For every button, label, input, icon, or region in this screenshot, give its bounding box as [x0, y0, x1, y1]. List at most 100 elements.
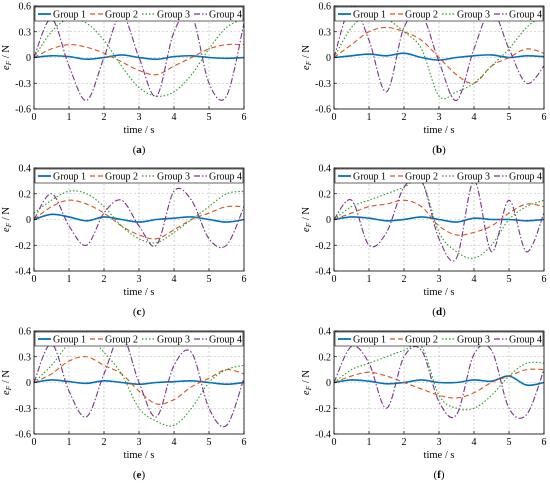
legend-label-group-1: Group 1 [53, 335, 86, 346]
y-tick-label: 0.4 [319, 327, 332, 338]
legend-label-group-4: Group 4 [209, 172, 242, 183]
y-tick-label: 0.2 [319, 352, 332, 363]
legend-label-group-1: Group 1 [353, 335, 386, 346]
series-line-group-4 [34, 187, 244, 249]
x-tick-label: 1 [367, 112, 372, 123]
x-axis-label: time / s [124, 125, 155, 136]
y-tick-label: 0 [326, 215, 331, 226]
legend-label-group-3: Group 3 [457, 172, 490, 183]
series-line-group-4 [334, 6, 544, 101]
legend-label-group-1: Group 1 [353, 10, 386, 21]
y-tick-label: 0.2 [319, 189, 332, 200]
y-axis-label: eF / N [1, 370, 13, 395]
y-tick-label: 0.6 [19, 327, 32, 338]
series-group [34, 187, 244, 249]
legend-label-group-2: Group 2 [405, 335, 438, 346]
legend: Group 1 Group 2 Group 3 Group 4 [334, 168, 544, 184]
y-axis-label: eF / N [301, 207, 313, 232]
series-line-group-2 [34, 356, 244, 405]
y-tick-label: 0.4 [19, 164, 32, 175]
legend-label-group-4: Group 4 [209, 10, 242, 21]
x-axis-label: time / s [124, 450, 155, 461]
x-tick-label: 6 [542, 437, 547, 448]
y-tick-label: -0.3 [15, 79, 31, 90]
legend-label-group-3: Group 3 [157, 10, 190, 21]
legend-label-group-2: Group 2 [105, 335, 138, 346]
legend-label-group-3: Group 3 [157, 172, 190, 183]
x-tick-label: 3 [137, 437, 142, 448]
panel-caption: (b) [432, 144, 446, 156]
x-tick-label: 5 [207, 274, 212, 285]
series-line-group-4 [34, 334, 244, 428]
x-tick-label: 3 [137, 274, 142, 285]
x-tick-label: 3 [437, 112, 442, 123]
legend-label-group-3: Group 3 [457, 335, 490, 346]
x-tick-label: 0 [32, 437, 37, 448]
y-tick-label: -0.6 [15, 105, 31, 116]
legend-label-group-2: Group 2 [405, 10, 438, 21]
y-axis-label: eF / N [1, 207, 13, 232]
x-tick-label: 4 [472, 437, 477, 448]
x-tick-label: 3 [137, 112, 142, 123]
x-tick-label: 6 [242, 112, 247, 123]
legend-label-group-3: Group 3 [157, 335, 190, 346]
x-tick-label: 4 [172, 274, 177, 285]
series-line-group-3 [334, 177, 544, 259]
legend: Group 1 Group 2 Group 3 Group 4 [34, 168, 244, 184]
series-line-group-3 [34, 190, 244, 244]
legend-box [34, 168, 244, 184]
y-axis-label: eF / N [301, 45, 313, 70]
series-group [34, 11, 244, 101]
x-tick-label: 2 [402, 112, 407, 123]
y-tick-label: -0.6 [315, 105, 331, 116]
series-group [334, 343, 544, 419]
x-tick-label: 1 [67, 274, 72, 285]
y-tick-label: -0.2 [315, 404, 331, 415]
legend-box [334, 6, 544, 22]
series-group [34, 334, 244, 428]
legend-label-group-3: Group 3 [457, 10, 490, 21]
x-tick-label: 6 [542, 112, 547, 123]
y-tick-label: 0 [26, 53, 31, 64]
x-tick-label: 5 [507, 437, 512, 448]
x-tick-label: 4 [472, 274, 477, 285]
y-tick-label: -0.4 [15, 267, 31, 278]
legend-label-group-4: Group 4 [509, 172, 542, 183]
y-tick-label: 0.3 [319, 27, 332, 38]
series-line-group-4 [334, 344, 544, 419]
y-axis-label: eF / N [301, 370, 313, 395]
x-axis-label: time / s [424, 287, 455, 298]
x-tick-label: 4 [472, 112, 477, 123]
series-line-group-1 [34, 54, 244, 61]
x-tick-label: 5 [507, 112, 512, 123]
x-tick-label: 6 [542, 274, 547, 285]
y-tick-label: -0.2 [15, 241, 31, 252]
legend-label-group-1: Group 1 [353, 172, 386, 183]
legend-label-group-1: Group 1 [53, 172, 86, 183]
series-line-group-1 [34, 213, 244, 223]
legend-label-group-4: Group 4 [209, 335, 242, 346]
series-line-group-3 [34, 334, 244, 427]
y-tick-label: -0.2 [315, 241, 331, 252]
legend-box [34, 331, 244, 347]
series-line-group-3 [334, 343, 544, 411]
legend-label-group-2: Group 2 [105, 172, 138, 183]
legend-label-group-2: Group 2 [105, 10, 138, 21]
series-line-group-4 [34, 11, 244, 101]
x-tick-label: 5 [507, 274, 512, 285]
x-tick-label: 0 [332, 274, 337, 285]
x-tick-label: 1 [67, 437, 72, 448]
x-tick-label: 4 [172, 437, 177, 448]
x-tick-label: 0 [32, 274, 37, 285]
series-line-group-2 [34, 199, 244, 240]
x-tick-label: 5 [207, 112, 212, 123]
legend-label-group-4: Group 4 [509, 335, 542, 346]
legend-label-group-2: Group 2 [405, 172, 438, 183]
legend: Group 1 Group 2 Group 3 Group 4 [334, 6, 544, 22]
y-tick-label: -0.4 [315, 430, 331, 441]
x-tick-label: 3 [437, 437, 442, 448]
